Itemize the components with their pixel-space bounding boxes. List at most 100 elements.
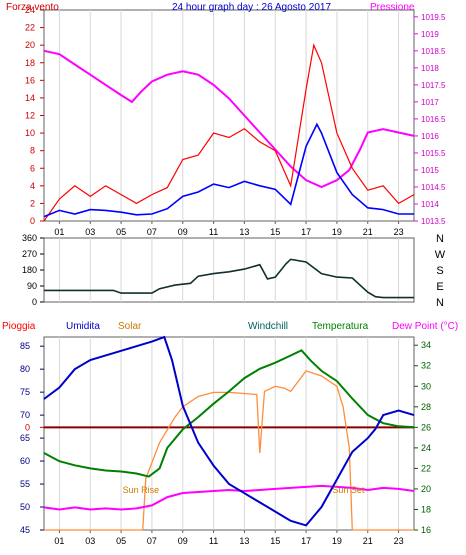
legend-item: Solar bbox=[118, 321, 142, 332]
temperature-tick-label: 28 bbox=[421, 402, 431, 412]
hour-tick-label: 19 bbox=[332, 536, 342, 546]
wind-tick-label: 14 bbox=[25, 93, 35, 103]
compass-letter: W bbox=[435, 249, 446, 261]
wind-tick-label: 12 bbox=[25, 111, 35, 121]
humidity-line bbox=[43, 335, 415, 527]
direction-tick-label: 360 bbox=[22, 233, 37, 243]
temperature-tick-label: 26 bbox=[421, 422, 431, 432]
hour-axis-1: 01 03 05 07 09 11 13 15 17 19 21 23 bbox=[54, 221, 404, 237]
temperature-axis: 16 18 20 22 24 26 28 30 32 34 bbox=[414, 340, 431, 535]
compass-letter: N bbox=[436, 297, 444, 309]
wind-tick-label: 22 bbox=[25, 23, 35, 33]
hour-tick-label: 09 bbox=[178, 227, 188, 237]
direction-gridlines bbox=[58, 238, 400, 302]
temp-gridlines bbox=[58, 337, 400, 530]
pressure-tick-label: 1016.5 bbox=[421, 115, 446, 124]
pressure-tick-label: 1014 bbox=[421, 200, 439, 209]
chart-legend: Pioggia Umidita Solar Windchill Temperatura D… bbox=[2, 321, 458, 332]
hour-tick-label: 01 bbox=[54, 227, 64, 237]
legend-item: Umidita bbox=[66, 321, 100, 332]
hour-tick-label: 07 bbox=[147, 227, 157, 237]
direction-tick-label: 270 bbox=[22, 249, 37, 259]
hour-tick-label: 13 bbox=[239, 536, 249, 546]
pressure-tick-label: 1014.5 bbox=[421, 183, 446, 192]
hour-tick-label: 23 bbox=[394, 536, 404, 546]
wind-tick-label: 24 bbox=[25, 5, 35, 15]
humidity-tick-label: 60 bbox=[20, 456, 30, 466]
pressure-tick-label: 1016 bbox=[421, 132, 439, 141]
legend-item: Dew Point (°C) bbox=[392, 321, 458, 332]
hour-tick-label: 17 bbox=[301, 536, 311, 546]
pressure-axis: 1013.5 1014 1014.5 1015 1015.5 1016 1016.5 1017… bbox=[414, 13, 446, 226]
solar-line bbox=[44, 370, 414, 531]
sun-annotation: Sun Set bbox=[332, 485, 365, 495]
legend-item: Temperatura bbox=[312, 321, 369, 332]
humidity-axis: 0 45 50 55 60 65 70 75 80 85 bbox=[20, 341, 44, 535]
direction-degree-axis: 0 90 180 270 360 bbox=[22, 233, 44, 307]
direction-tick-label: 90 bbox=[27, 281, 37, 291]
pressure-tick-label: 1018.5 bbox=[421, 47, 446, 56]
hour-tick-label: 19 bbox=[332, 227, 342, 237]
temperature-humidity-chart: Pioggia Umidita Solar Windchill Temperatura D… bbox=[2, 321, 458, 546]
wind-tick-label: 10 bbox=[25, 128, 35, 138]
wind-tick-label: 6 bbox=[30, 163, 35, 173]
hour-tick-label: 07 bbox=[147, 536, 157, 546]
wind-tick-label: 20 bbox=[25, 40, 35, 50]
temperature-tick-label: 18 bbox=[421, 504, 431, 514]
wind-tick-label: 4 bbox=[30, 181, 35, 191]
sun-annotations: Sun Rise Sun Set bbox=[123, 485, 365, 495]
direction-tick-label: 180 bbox=[22, 265, 37, 275]
pressure-tick-label: 1019.5 bbox=[421, 13, 446, 22]
wind-speed-line bbox=[43, 122, 414, 218]
temperature-tick-label: 20 bbox=[421, 484, 431, 494]
humidity-tick-label: 0 bbox=[25, 422, 30, 432]
compass-letter: S bbox=[436, 265, 443, 277]
temperature-tick-label: 32 bbox=[421, 361, 431, 371]
wind-axis-label: Forza vento bbox=[6, 2, 59, 13]
humidity-tick-label: 80 bbox=[20, 364, 30, 374]
wind-direction-line bbox=[44, 258, 414, 299]
wind-tick-label: 2 bbox=[30, 198, 35, 208]
hour-tick-label: 11 bbox=[209, 536, 218, 546]
wind-tick-label: 0 bbox=[30, 216, 35, 226]
legend-item: Pioggia bbox=[2, 321, 36, 332]
humidity-tick-label: 50 bbox=[20, 502, 30, 512]
sun-annotation: Sun Rise bbox=[123, 485, 160, 495]
temperature-tick-label: 24 bbox=[421, 443, 431, 453]
humidity-tick-label: 45 bbox=[20, 525, 30, 535]
hour-tick-label: 05 bbox=[116, 536, 126, 546]
temperature-line bbox=[43, 349, 415, 478]
pressure-tick-label: 1017.5 bbox=[421, 81, 446, 90]
hour-tick-label: 15 bbox=[270, 227, 280, 237]
pressure-tick-label: 1019 bbox=[421, 30, 439, 39]
humidity-tick-label: 75 bbox=[20, 387, 30, 397]
hour-tick-label: 21 bbox=[363, 536, 373, 546]
humidity-tick-label: 85 bbox=[20, 341, 30, 351]
compass-letter: E bbox=[436, 281, 443, 293]
compass-letter: N bbox=[436, 233, 444, 245]
direction-tick-label: 0 bbox=[32, 297, 37, 307]
hour-tick-label: 11 bbox=[209, 227, 218, 237]
pressure-line bbox=[43, 49, 415, 189]
pressure-tick-label: 1015 bbox=[421, 166, 439, 175]
hour-tick-label: 03 bbox=[85, 536, 95, 546]
pressure-tick-label: 1018 bbox=[421, 64, 439, 73]
hour-tick-label: 09 bbox=[178, 536, 188, 546]
wind-gust-line bbox=[43, 43, 415, 222]
wind-tick-label: 16 bbox=[25, 75, 35, 85]
humidity-tick-label: 55 bbox=[20, 479, 30, 489]
hour-tick-label: 17 bbox=[301, 227, 311, 237]
temperature-tick-label: 16 bbox=[421, 525, 431, 535]
pressure-tick-label: 1017 bbox=[421, 98, 439, 107]
dew-point-line bbox=[43, 484, 415, 511]
temperature-tick-label: 34 bbox=[421, 340, 431, 350]
hour-tick-label: 15 bbox=[270, 536, 280, 546]
pressure-tick-label: 1015.5 bbox=[421, 149, 446, 158]
hour-tick-label: 03 bbox=[85, 227, 95, 237]
hour-tick-label: 23 bbox=[394, 227, 404, 237]
wind-tick-label: 18 bbox=[25, 58, 35, 68]
